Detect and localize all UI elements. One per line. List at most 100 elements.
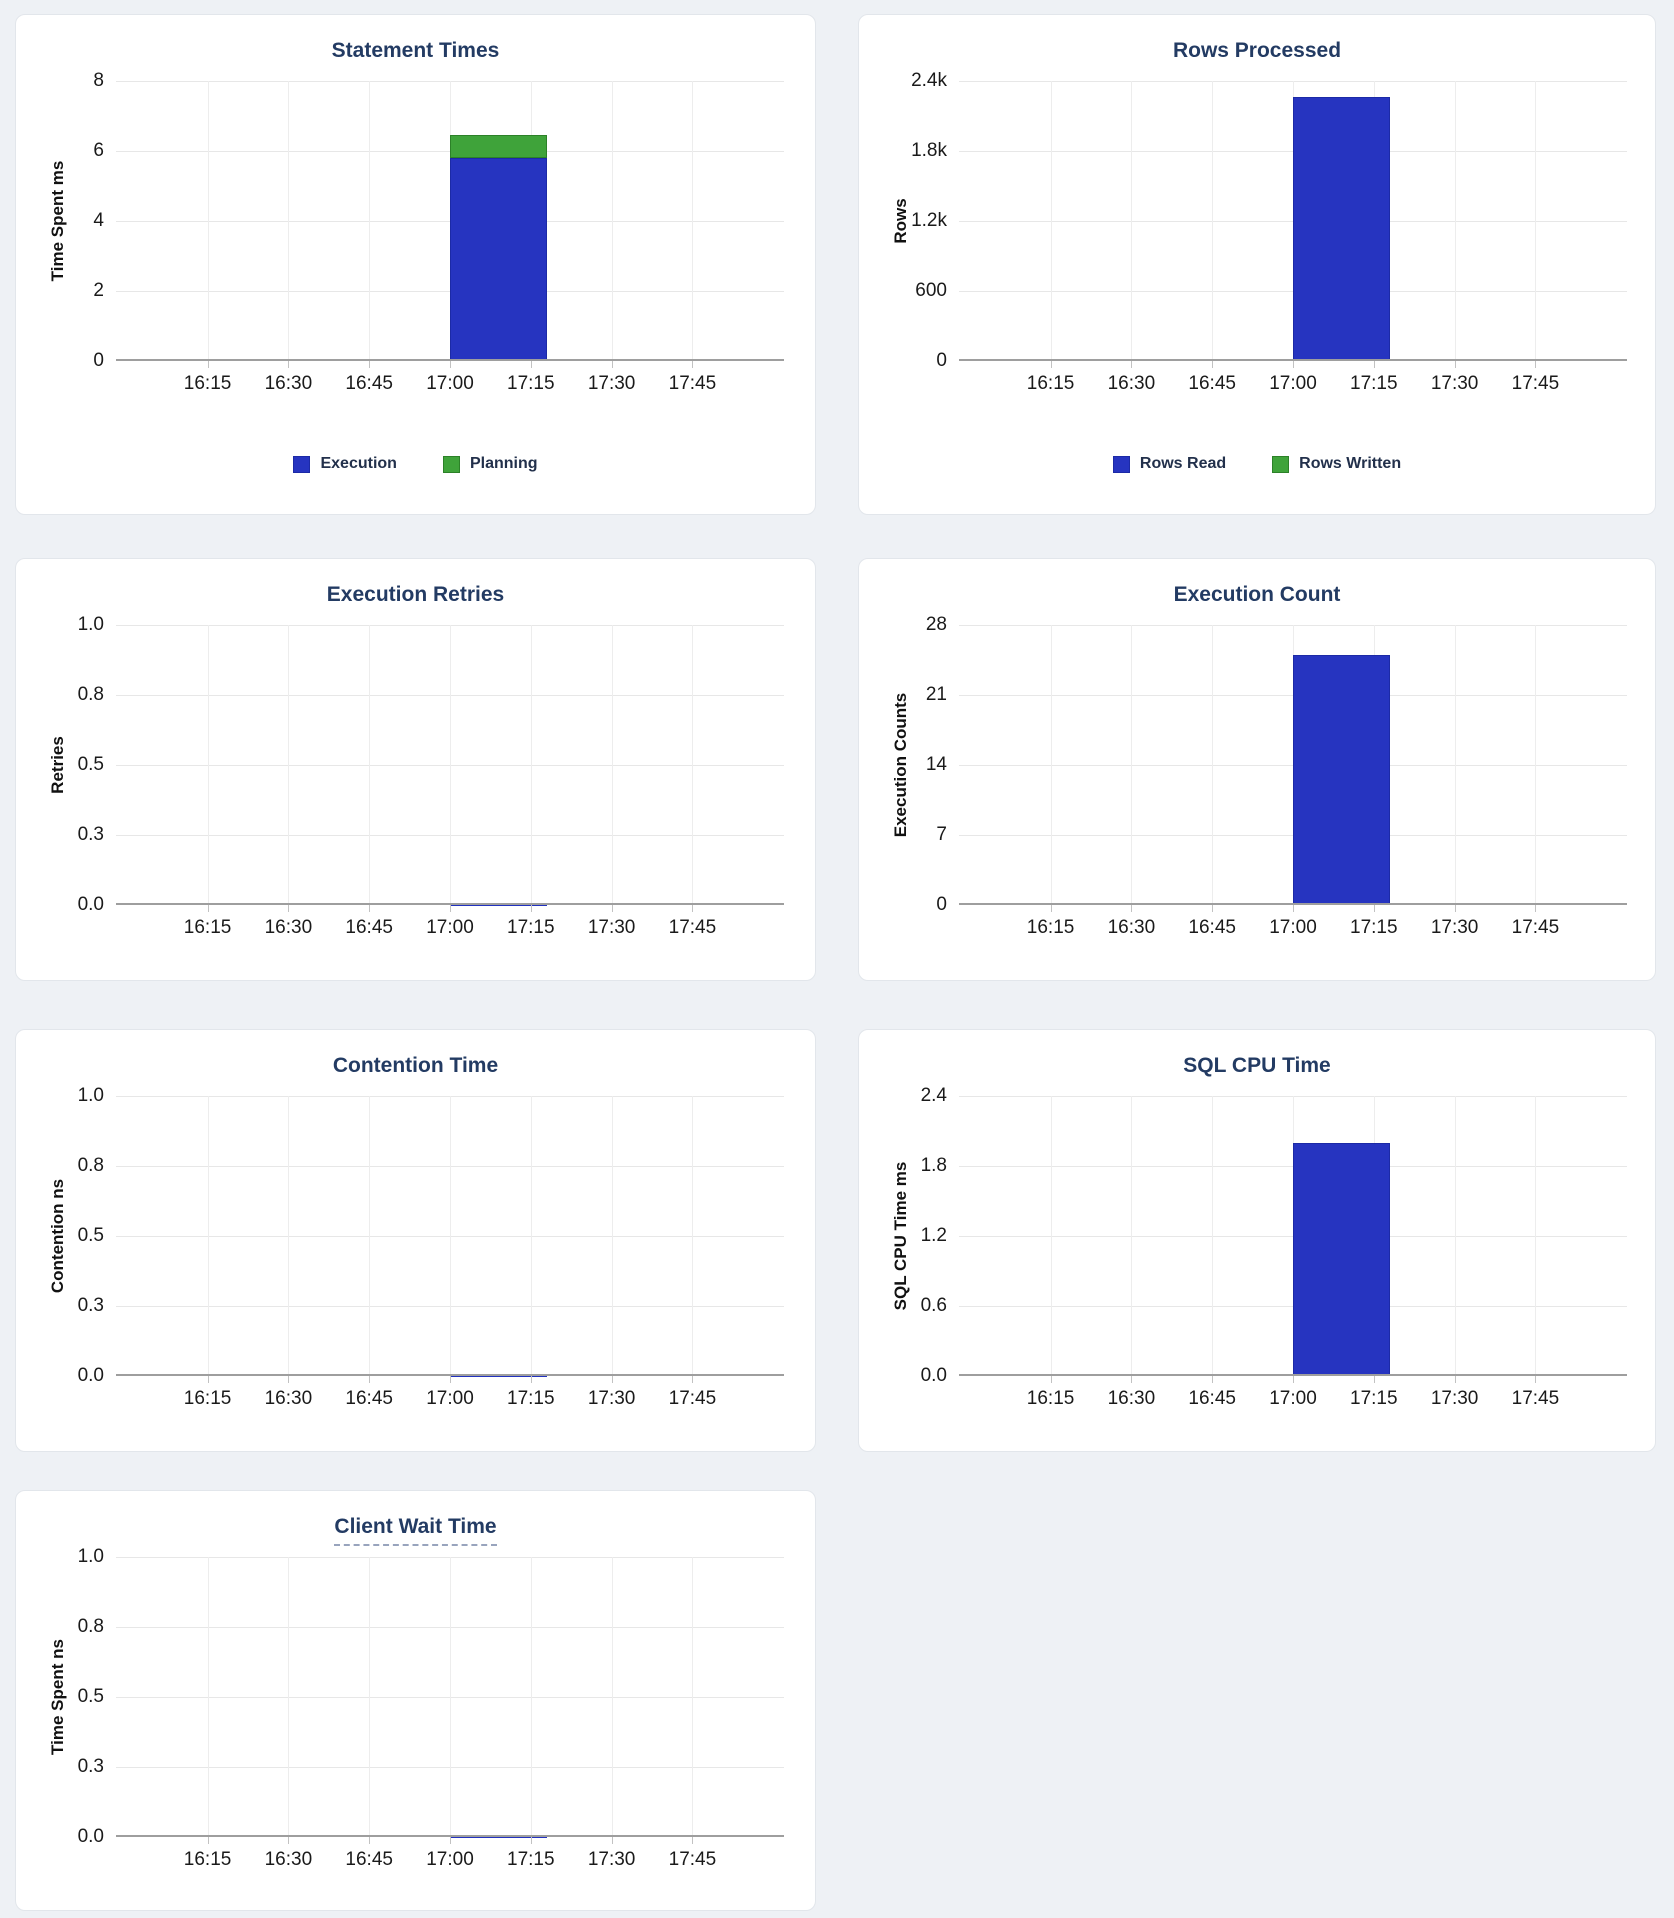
legend-item-rows-read[interactable]: Rows Read	[1112, 455, 1226, 473]
chart-title-execution-retries: Execution Retries	[16, 583, 815, 607]
x-tick-label: 16:45	[345, 1388, 393, 1409]
stacked-bar[interactable]	[1293, 81, 1390, 361]
y-tick-label: 0.0	[77, 1365, 104, 1386]
legend-item-rows-written[interactable]: Rows Written	[1272, 455, 1401, 473]
y-tick-label: 0.8	[77, 684, 104, 705]
chart-title-text-contention-time: Contention Time	[332, 1054, 499, 1077]
v-gridline	[692, 1096, 694, 1376]
x-tick-label: 16:15	[183, 917, 232, 938]
x-axis-line	[959, 903, 1627, 905]
x-tick-label: 17:45	[1511, 1388, 1560, 1409]
x-tick-mark	[1373, 1376, 1375, 1383]
x-tick-label: 16:30	[264, 917, 313, 938]
plot-area-contention-time	[116, 1096, 784, 1383]
x-tick-mark	[288, 1837, 290, 1844]
x-tick-label: 17:00	[1269, 1388, 1317, 1409]
x-tick-mark	[1050, 361, 1052, 368]
x-tick-mark	[611, 361, 613, 368]
legend-swatch-icon	[1112, 455, 1130, 473]
stacked-bar[interactable]	[1293, 1096, 1390, 1376]
v-gridline	[288, 625, 290, 905]
chart-title-client-wait-time: Client Wait Time	[16, 1515, 815, 1546]
x-tick-label: 17:15	[1350, 373, 1398, 394]
v-gridline	[1535, 81, 1537, 361]
plot-area-execution-count	[959, 625, 1627, 912]
x-tick-mark	[1293, 905, 1294, 912]
x-tick-mark	[1535, 905, 1537, 912]
x-tick-mark	[611, 1837, 613, 1844]
x-tick-mark	[1293, 361, 1294, 368]
x-tick-mark	[530, 905, 532, 912]
stacked-bar[interactable]	[450, 81, 547, 361]
v-gridline	[611, 1096, 613, 1376]
v-gridline	[207, 1096, 209, 1376]
y-tick-label: 0.3	[77, 1756, 104, 1777]
stacked-bar[interactable]	[1293, 625, 1390, 905]
x-tick-mark	[611, 905, 613, 912]
x-tick-mark	[1050, 1376, 1052, 1383]
x-tick-mark	[1535, 361, 1537, 368]
y-tick-label: 2.4k	[911, 70, 947, 91]
chart-title-text-sql-cpu-time: SQL CPU Time	[1183, 1054, 1331, 1077]
x-tick-mark	[369, 1376, 371, 1383]
plot-area-rows-processed	[959, 81, 1627, 368]
y-tick-label: 7	[936, 824, 947, 845]
chart-card-contention-time: Contention Time Contention ns 0.0 0.3 0.5 0.8…	[15, 1029, 816, 1452]
legend-swatch-icon	[1272, 455, 1290, 473]
legend-swatch-icon	[442, 455, 460, 473]
y-tick-label: 0.3	[77, 824, 104, 845]
x-tick-mark	[530, 361, 532, 368]
y-tick-label: 8	[93, 70, 104, 91]
x-tick-label: 16:45	[1188, 917, 1236, 938]
v-gridline	[611, 625, 613, 905]
x-tick-mark	[1454, 1376, 1456, 1383]
plot-area-execution-retries	[116, 625, 784, 912]
v-gridline	[288, 81, 290, 361]
v-gridline	[369, 1557, 371, 1837]
x-tick-label: 17:30	[587, 917, 636, 938]
bar-segment-sql-cpu-time	[1293, 1143, 1390, 1376]
x-tick-mark	[207, 1376, 209, 1383]
v-gridline	[207, 1557, 209, 1837]
v-gridline	[1454, 625, 1456, 905]
chart-title-text-statement-times: Statement Times	[331, 39, 500, 62]
v-gridline	[692, 1557, 694, 1837]
v-gridline	[1131, 1096, 1133, 1376]
v-gridline	[1212, 1096, 1214, 1376]
x-axis-line	[116, 359, 784, 361]
x-tick-label: 17:15	[507, 373, 555, 394]
x-tick-mark	[1212, 1376, 1214, 1383]
v-gridline	[1454, 1096, 1456, 1376]
x-tick-label: 17:30	[1430, 917, 1479, 938]
x-tick-label: 17:30	[1430, 1388, 1479, 1409]
x-tick-mark	[1535, 1376, 1537, 1383]
x-tick-mark	[530, 1837, 532, 1844]
bar-segment-execution-count	[1293, 655, 1390, 905]
v-gridline	[1212, 625, 1214, 905]
y-tick-label: 1.0	[77, 1085, 104, 1106]
legend-item-execution[interactable]: Execution	[293, 455, 397, 473]
y-tick-label: 21	[925, 684, 947, 705]
v-gridline	[207, 625, 209, 905]
x-tick-mark	[207, 1837, 209, 1844]
v-gridline	[288, 1557, 290, 1837]
x-tick-mark	[1454, 905, 1456, 912]
chart-title-contention-time: Contention Time	[16, 1054, 815, 1078]
v-gridline	[1050, 1096, 1052, 1376]
chart-title-text-client-wait-time[interactable]: Client Wait Time	[334, 1515, 497, 1546]
legend-label: Execution	[320, 455, 397, 472]
x-tick-label: 16:15	[183, 1849, 232, 1870]
legend-swatch-icon	[293, 455, 311, 473]
x-tick-label: 17:45	[668, 373, 717, 394]
x-tick-label: 17:30	[587, 1388, 636, 1409]
x-tick-label: 16:30	[264, 373, 313, 394]
y-tick-label: 0	[936, 894, 947, 915]
v-gridline	[450, 1557, 451, 1837]
y-tick-label: 0.3	[77, 1295, 104, 1316]
legend-item-planning[interactable]: Planning	[442, 455, 538, 473]
x-tick-label: 16:30	[1107, 917, 1156, 938]
x-tick-mark	[1212, 361, 1214, 368]
y-tick-label: 0.8	[77, 1155, 104, 1176]
chart-card-rows-processed: Rows Processed Rows 0 600 1.2k 1.8k 2.4k 16:15 1…	[858, 14, 1656, 515]
y-tick-label: 1.0	[77, 1546, 104, 1567]
